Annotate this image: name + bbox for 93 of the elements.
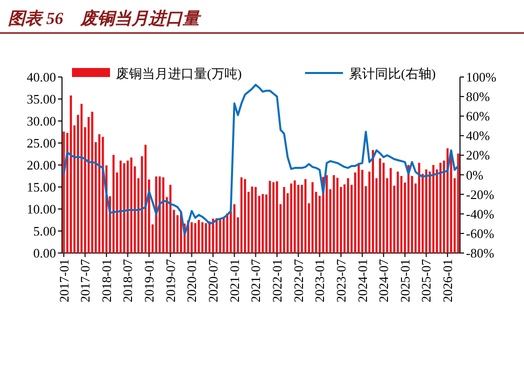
y2-tick-label: 80% [466,89,490,104]
x-tick-label: 2021-07 [248,258,264,302]
bar [346,178,350,253]
bar [262,194,264,253]
bar [240,177,243,253]
x-tick-label: 2017-07 [78,258,93,302]
bar [70,95,72,253]
y2-tick-label: 60% [466,108,490,124]
y-tick-label: 20.00 [26,158,56,172]
x-tick-label: 2020-07 [206,258,221,302]
bar [358,164,360,253]
y2-tick-label: 40% [466,128,490,144]
y-tick-label: 0.00 [33,246,56,260]
bar [326,175,328,253]
y-tick-label: 35.00 [26,92,56,106]
bar [304,179,306,253]
bar [123,163,126,253]
bar [80,104,83,253]
bar [158,176,161,253]
bar [190,222,193,253]
bar [332,175,335,253]
chart-title: 图表 56 废铜当月进口量 [8,9,202,28]
y-tick-label: 10.00 [26,202,56,216]
bar [120,160,122,253]
y-tick-label: 25.00 [26,136,56,150]
y2-tick-label: 0% [466,167,484,182]
bar [372,150,374,253]
bar [425,169,428,253]
bar [336,178,338,253]
x-tick-label: 2023-07 [333,258,348,302]
bar [194,223,196,253]
x-tick-label: 2021-01 [226,259,242,302]
bar [254,187,257,253]
x-tick-label: 2025-01 [397,259,412,302]
y-tick-label: 15.00 [26,180,56,194]
x-tick-label: 2022-07 [290,258,306,302]
bar [98,134,100,253]
bar [382,162,385,253]
x-tick-label: 2024-07 [376,258,392,302]
y2-tick-label: -40% [466,206,494,222]
bar [268,180,271,253]
bar [396,172,399,253]
x-tick-label: 2026-01 [440,259,456,302]
x-tick-label: 2019-01 [142,259,157,302]
y2-tick-label: -80% [466,246,494,260]
x-tick-label: 2023-01 [312,259,328,302]
bar [233,204,236,253]
x-tick-label: 2020-01 [184,259,200,302]
bar [222,216,225,253]
y2-tick-label: 100% [466,70,496,84]
y-tick-label: 40.00 [26,70,56,84]
legend-label: 累计同比(右轴) [349,66,436,81]
x-tick-label: 2022-01 [269,259,284,302]
x-tick-label: 2019-07 [162,258,178,302]
bar [162,177,164,253]
bar [204,223,207,253]
x-tick-label: 2017-01 [56,259,72,302]
bar [457,154,460,253]
bar [112,154,115,253]
bar [283,187,286,253]
bar [276,181,278,253]
legend-label: 废铜当月进口量(万吨) [116,66,242,81]
bar [290,183,292,253]
bar [272,182,275,253]
y2-tick-label: -60% [466,226,494,241]
y-tick-label: 5.00 [33,224,56,238]
y2-tick-label: -20% [466,186,494,202]
bar [297,184,300,253]
bar [311,182,314,253]
bar [432,165,434,253]
bar [418,162,420,253]
bar [251,186,254,253]
bar [390,168,392,253]
bar [226,213,228,253]
bar [91,112,94,253]
bar [244,179,246,253]
bar [294,180,296,253]
bar [126,160,129,253]
x-tick-label: 2025-07 [418,258,434,302]
bar [378,158,382,253]
bar [62,132,65,253]
bar [201,222,204,253]
y-tick-label: 30.00 [26,114,56,128]
bar [219,220,222,253]
x-tick-label: 2024-01 [354,259,370,302]
x-tick-label: 2018-07 [120,258,136,302]
bar [198,220,200,253]
x-tick-label: 2018-01 [98,259,114,302]
bar [169,184,172,253]
bar [130,158,132,253]
y2-tick-label: 20% [466,148,490,163]
line-series [62,84,460,236]
bar [439,162,442,253]
